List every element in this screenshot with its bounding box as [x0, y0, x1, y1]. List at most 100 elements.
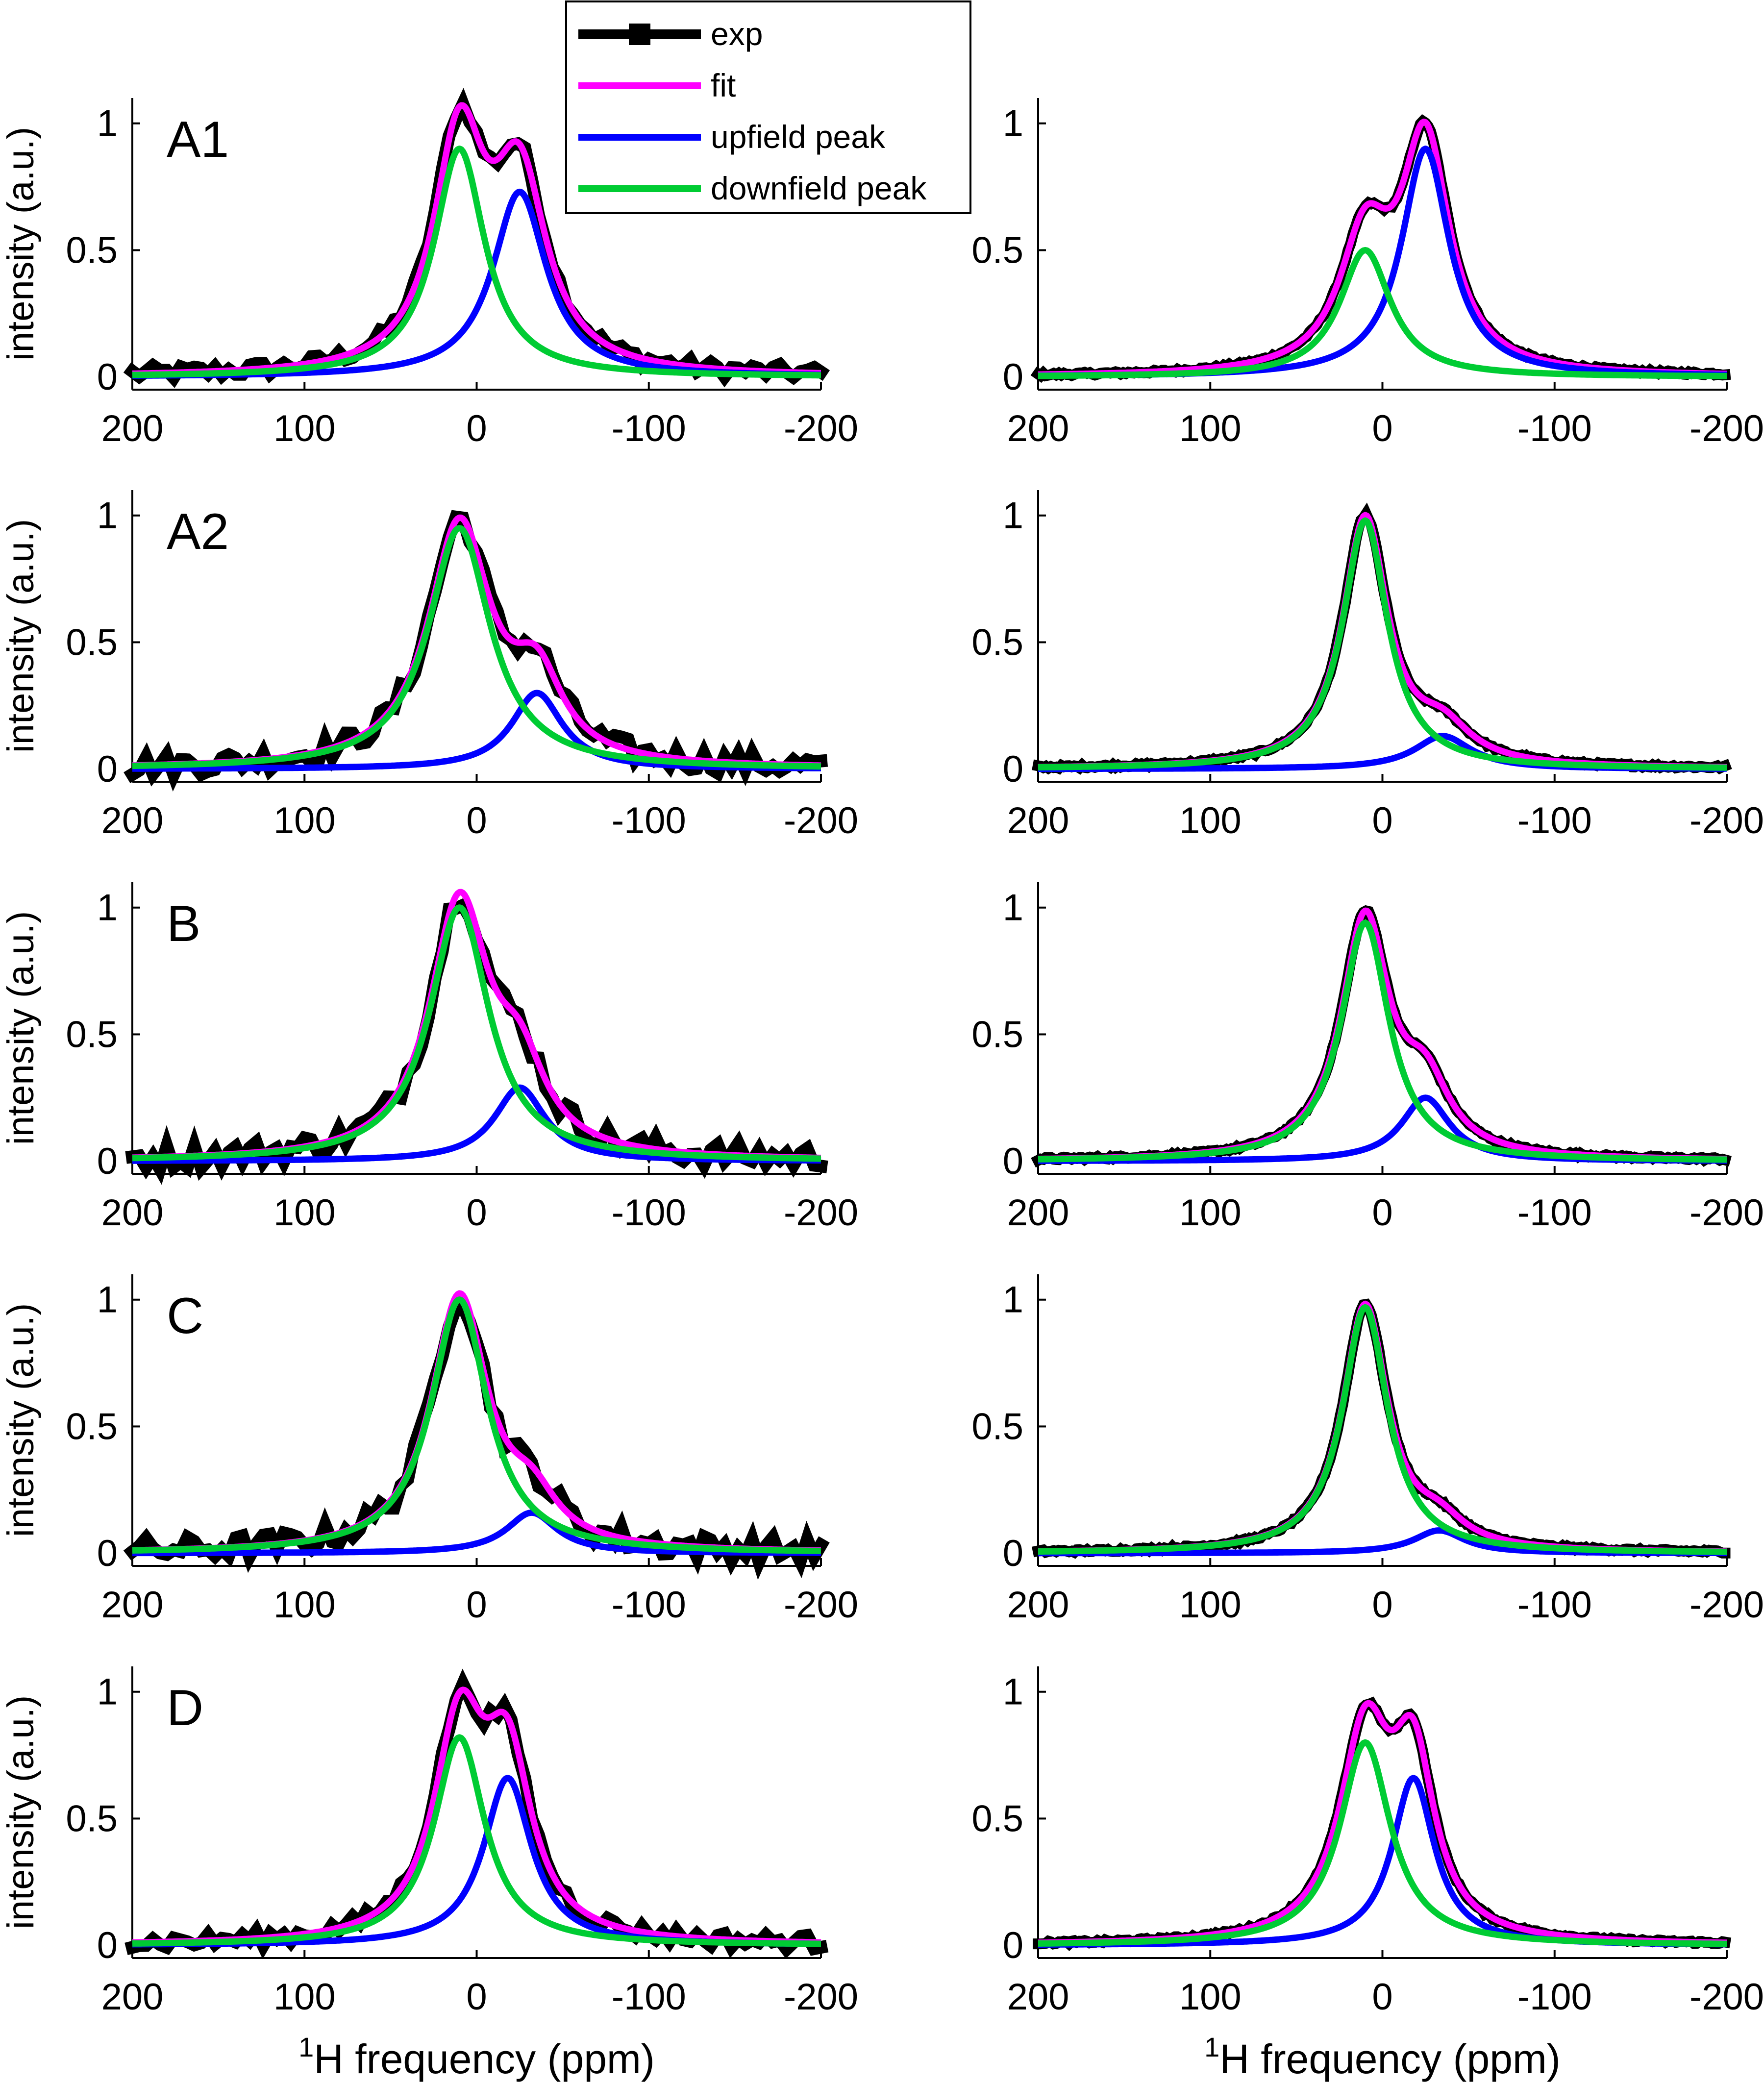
y-tick-label: 0.5	[971, 1406, 1023, 1447]
x-axis-label-text: H frequency (ppm)	[314, 2036, 655, 2082]
y-axis-label: intensity (a.u.)	[0, 911, 42, 1145]
series-fit-line	[131, 1686, 822, 1946]
x-tick-label: 200	[101, 408, 164, 449]
series-upfield-line	[131, 1084, 822, 1164]
series-exp-line	[1031, 1298, 1731, 1559]
x-tick-label: 100	[273, 800, 336, 842]
x-tick-label: -200	[784, 1584, 858, 1626]
x-axis-label: 1H frequency (ppm)	[298, 2032, 655, 2082]
y-tick-label: 1	[1003, 1279, 1023, 1321]
x-tick-label: 0	[466, 800, 487, 842]
x-tick-label: 100	[1179, 800, 1242, 842]
x-tick-label: -200	[1689, 800, 1764, 842]
x-tick-label: -100	[612, 1192, 686, 1234]
x-tick-label: -200	[784, 1192, 858, 1234]
series-fit-line	[1037, 1700, 1728, 1946]
x-tick-label: 100	[1179, 1584, 1242, 1626]
x-tick-label: -100	[612, 1584, 686, 1626]
series-exp-line	[124, 1668, 829, 1959]
y-tick-label: 0	[97, 356, 118, 398]
y-tick-label: 0.5	[66, 229, 118, 271]
x-tick-label: -100	[1517, 1192, 1592, 1234]
y-tick-label: 0.5	[971, 229, 1023, 271]
x-tick-label: -200	[784, 1976, 858, 2018]
x-tick-label: 0	[466, 408, 487, 449]
x-tick-label: 200	[101, 1584, 164, 1626]
panel-label: D	[167, 1680, 203, 1736]
x-tick-label: 100	[273, 408, 336, 449]
series-exp-line	[1033, 1696, 1732, 1951]
y-tick-label: 1	[97, 495, 118, 537]
x-tick-label: 100	[1179, 1976, 1242, 2018]
x-tick-label: 100	[273, 1584, 336, 1626]
x-tick-label: -100	[612, 1976, 686, 2018]
series-downfield-line	[1037, 517, 1728, 771]
x-tick-label: 200	[1007, 1584, 1069, 1626]
legend-marker	[629, 24, 650, 45]
x-tick-label: 0	[466, 1584, 487, 1626]
x-tick-label: 200	[101, 1976, 164, 2018]
x-tick-label: 200	[1007, 408, 1069, 449]
series-downfield-line	[131, 1734, 822, 1947]
x-tick-label: 100	[1179, 1192, 1242, 1234]
x-tick-label: 200	[1007, 800, 1069, 842]
legend-label: exp	[711, 16, 763, 52]
legend-label: upfield peak	[711, 119, 886, 155]
y-tick-label: 1	[97, 1671, 118, 1713]
x-tick-label: -200	[784, 408, 858, 449]
y-axis-label: intensity (a.u.)	[0, 519, 42, 753]
x-tick-label: 0	[1372, 1192, 1392, 1234]
x-tick-label: -100	[612, 408, 686, 449]
series-downfield-line	[1037, 1304, 1728, 1555]
panel-label: A2	[167, 503, 229, 560]
x-tick-label: 200	[1007, 1976, 1069, 2018]
x-tick-label: -100	[1517, 408, 1592, 449]
panel-6: 200 100 0 -100 -200 0 0.5 1	[971, 882, 1764, 1234]
x-tick-label: 200	[1007, 1192, 1069, 1234]
x-tick-label: -100	[1517, 1976, 1592, 2018]
y-tick-label: 0	[97, 1533, 118, 1574]
panel-5: 200 100 0 -100 -200 0 0.5 1 intensity (a.u.) B	[0, 882, 858, 1234]
series-exp-line	[1030, 114, 1731, 383]
panel-4: 200 100 0 -100 -200 0 0.5 1	[971, 490, 1764, 842]
series-downfield-line	[1037, 1739, 1728, 1947]
y-tick-label: 0.5	[971, 1014, 1023, 1055]
y-tick-label: 1	[1003, 495, 1023, 537]
x-axis-label-sup: 1	[1204, 2032, 1219, 2062]
y-tick-label: 0	[97, 748, 118, 790]
x-tick-label: -100	[1517, 1584, 1592, 1626]
y-tick-label: 1	[1003, 103, 1023, 145]
x-tick-label: -200	[1689, 1976, 1764, 2018]
panel-8: 200 100 0 -100 -200 0 0.5 1	[971, 1274, 1764, 1626]
series-downfield-line	[131, 1296, 822, 1554]
series-fit-line	[1037, 119, 1728, 378]
y-tick-label: 0	[1003, 1141, 1023, 1182]
series-fit-line	[131, 1290, 822, 1554]
series-upfield-line	[131, 1509, 822, 1557]
x-tick-label: -200	[1689, 1192, 1764, 1234]
y-axis-label: intensity (a.u.)	[0, 1695, 42, 1929]
series-fit-line	[131, 889, 822, 1161]
y-tick-label: 0	[97, 1141, 118, 1182]
y-tick-label: 1	[1003, 887, 1023, 929]
panel-7: 200 100 0 -100 -200 0 0.5 1 intensity (a.u.) C	[0, 1274, 858, 1626]
y-tick-label: 0	[1003, 1925, 1023, 1966]
x-tick-label: -100	[612, 800, 686, 842]
y-tick-label: 0	[97, 1925, 118, 1966]
legend-label: fit	[711, 67, 736, 103]
series-upfield-line	[1037, 146, 1728, 379]
series-downfield-line	[1037, 247, 1728, 379]
x-tick-label: 100	[273, 1192, 336, 1234]
x-tick-label: 0	[1372, 800, 1392, 842]
panel-label: C	[167, 1288, 203, 1344]
x-tick-label: 100	[273, 1976, 336, 2018]
y-tick-label: 0.5	[971, 1798, 1023, 1839]
series-exp-line	[1032, 502, 1732, 775]
x-axis-label-sup: 1	[298, 2032, 314, 2062]
x-tick-label: 0	[1372, 1584, 1392, 1626]
y-axis-label: intensity (a.u.)	[0, 1303, 42, 1537]
x-tick-label: 200	[101, 1192, 164, 1234]
panel-10: 200 100 0 -100 -200 0 0.5 1	[971, 1666, 1764, 2018]
panel-9: 200 100 0 -100 -200 0 0.5 1 intensity (a.u.) D	[0, 1666, 858, 2018]
